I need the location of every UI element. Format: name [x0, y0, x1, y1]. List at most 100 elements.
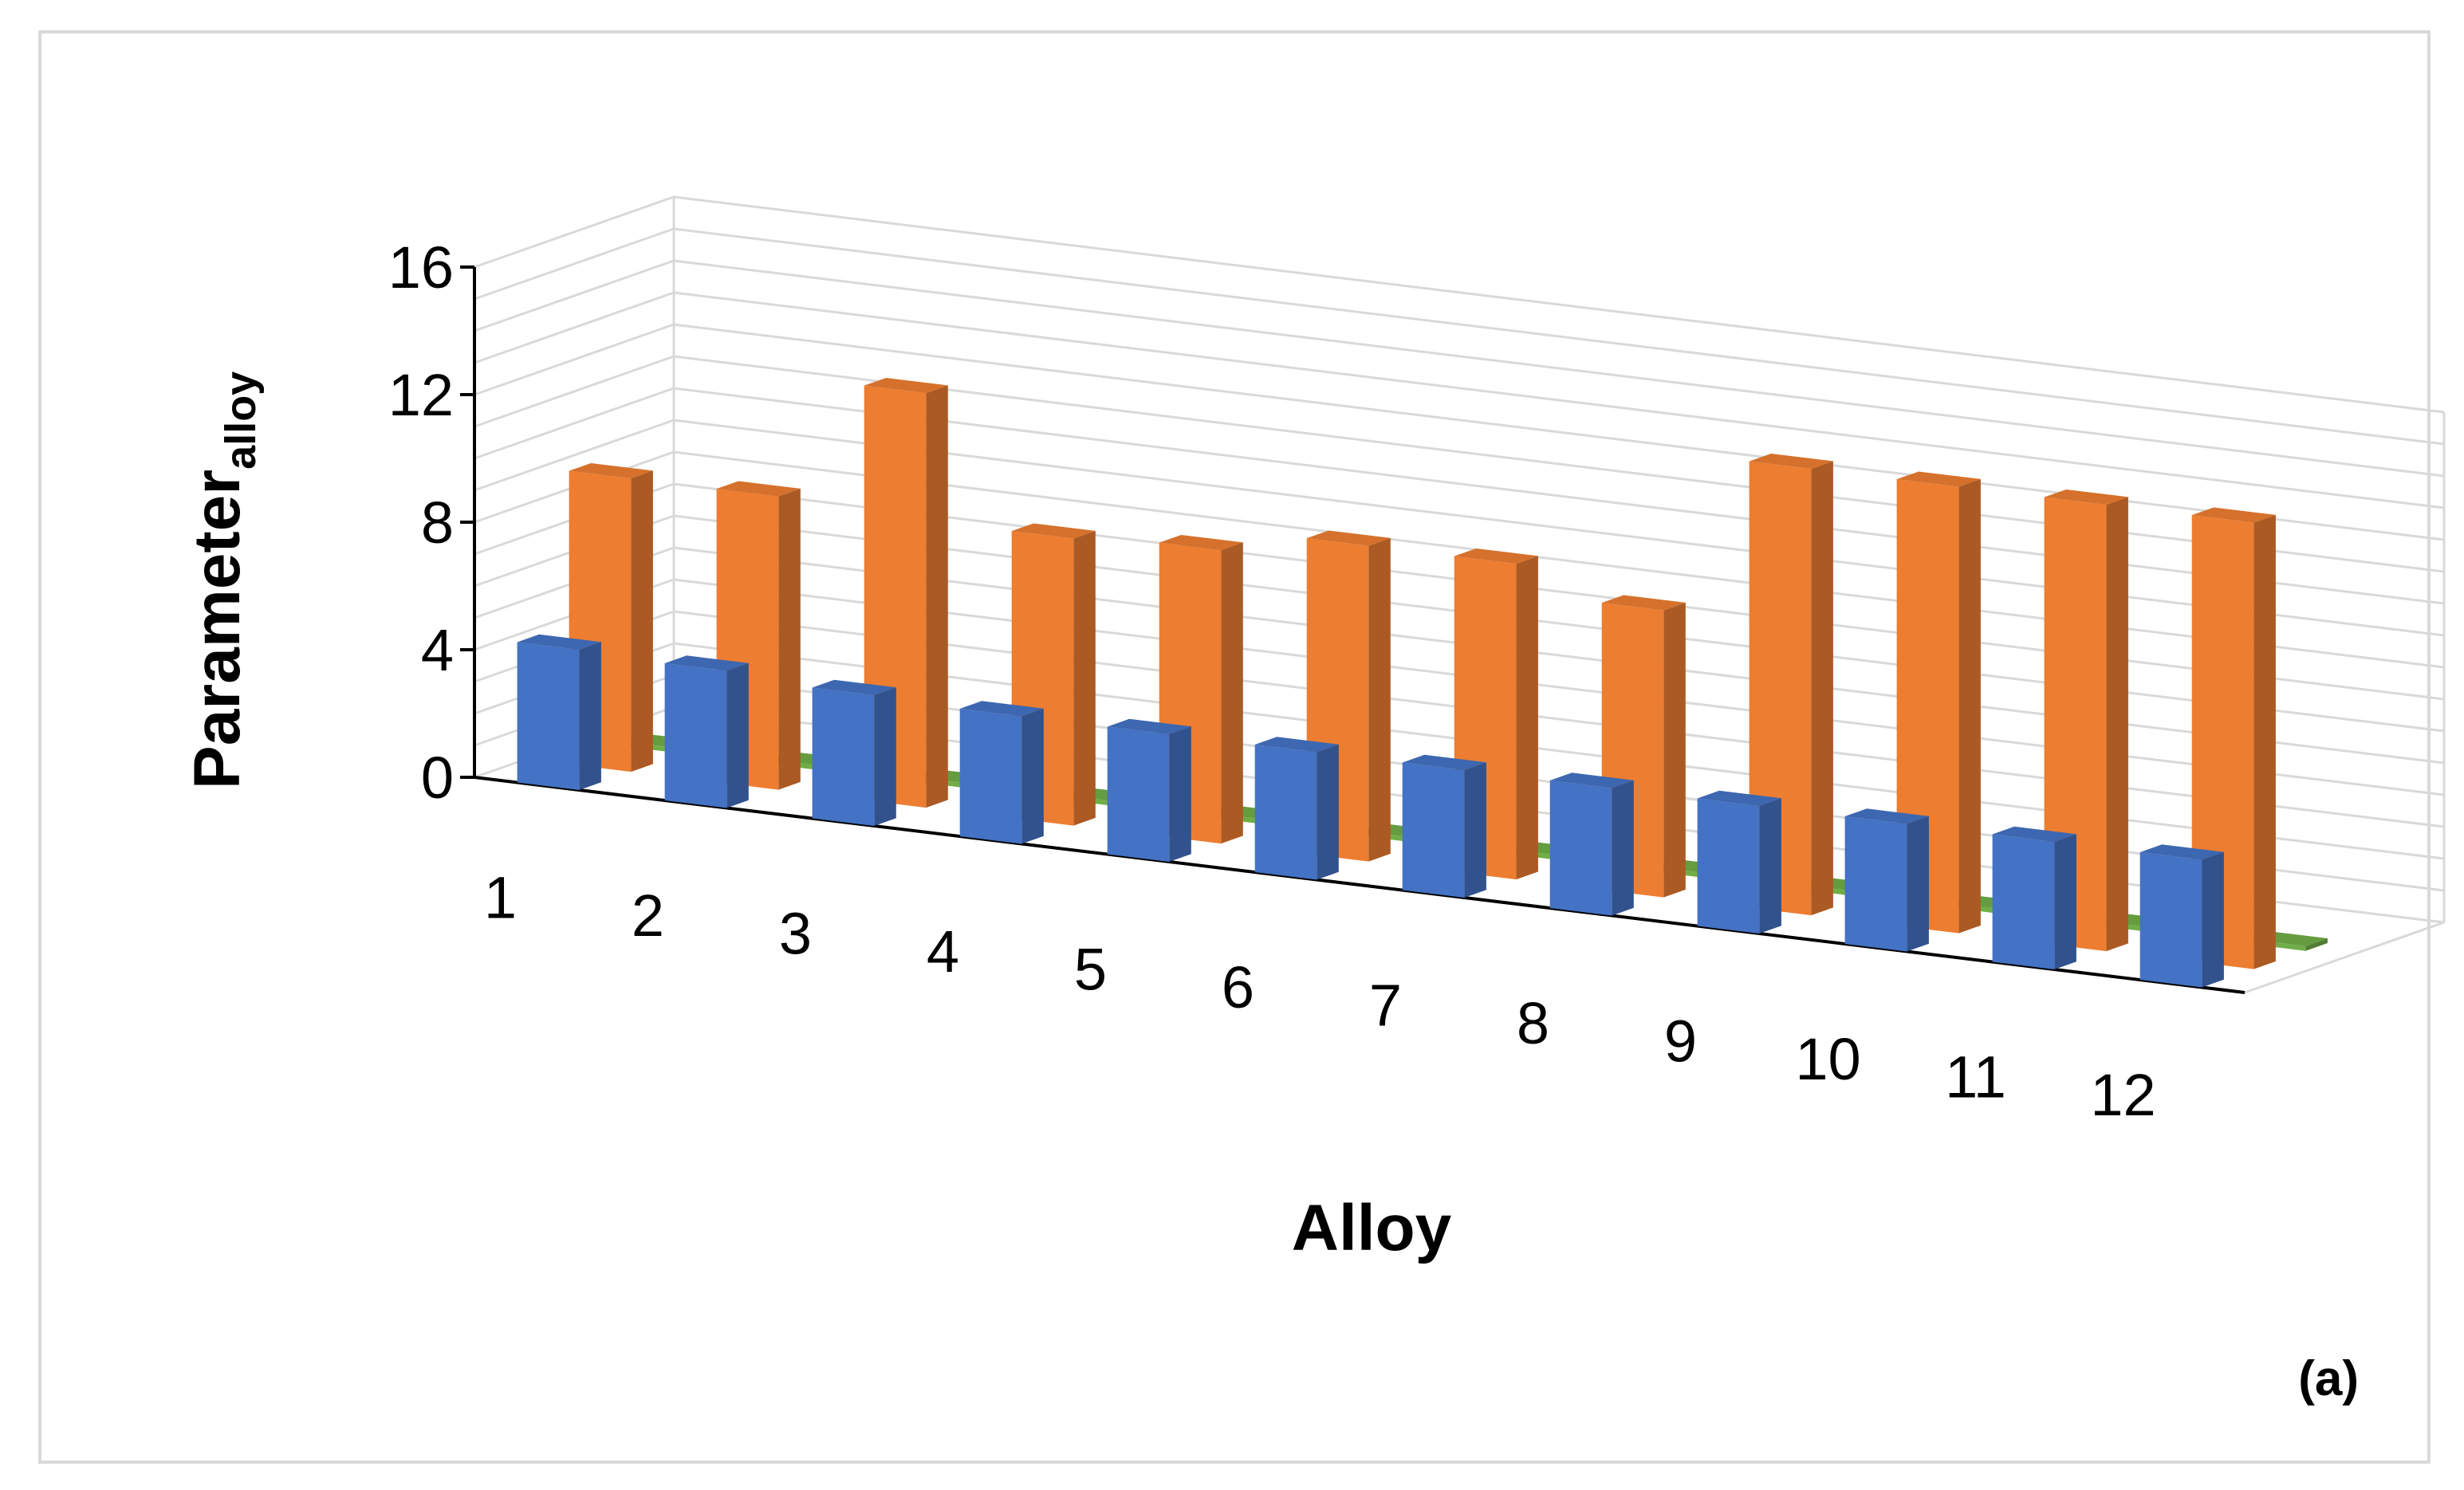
bar-s1-5 — [1107, 718, 1191, 862]
bar-side — [2054, 834, 2076, 969]
bar-side — [1464, 762, 1486, 898]
bar-side — [1368, 537, 1391, 862]
bar-side — [579, 642, 601, 790]
bar-side — [2202, 851, 2224, 988]
bar-side — [2305, 938, 2328, 951]
bar-front — [2139, 852, 2202, 988]
bar-front — [664, 663, 727, 808]
bar-top — [864, 378, 948, 394]
bar-s1-7 — [1402, 754, 1486, 898]
bar-s1-4 — [959, 701, 1044, 844]
bar-side — [2253, 514, 2276, 969]
axes — [460, 265, 2246, 994]
bar-side — [1612, 780, 1634, 916]
bar-side — [1169, 726, 1191, 862]
bar-front — [1697, 798, 1760, 934]
bar-side — [1759, 798, 1781, 934]
bar-side — [1811, 461, 1833, 916]
bar-front — [1402, 762, 1465, 898]
floor-edge — [2244, 921, 2445, 994]
x-tick-label: 11 — [1945, 1044, 2006, 1110]
bar-top — [664, 655, 749, 671]
bar-front — [1107, 726, 1170, 862]
bar-front — [1549, 780, 1612, 916]
bar-s1-2 — [664, 655, 749, 808]
bar-top — [1992, 826, 2076, 842]
bar-side — [1221, 542, 1243, 844]
bar-side — [1663, 602, 1686, 898]
bar-top — [1697, 790, 1781, 806]
x-tick-label: 6 — [1222, 954, 1254, 1020]
bar-top — [959, 701, 1044, 717]
x-tick-label: 10 — [1795, 1026, 1860, 1092]
x-axis-line — [474, 776, 2246, 994]
bar-top — [1549, 773, 1634, 788]
x-tick-label: 3 — [779, 900, 812, 966]
x-tick-label: 5 — [1074, 936, 1107, 1002]
bar-s1-11 — [1992, 826, 2076, 969]
y-axis-title-sub: alloy — [217, 372, 265, 470]
y-tick-label: 8 — [421, 489, 454, 556]
bar-side — [778, 488, 801, 790]
bar-s1-9 — [1697, 790, 1781, 934]
bar-top — [1402, 754, 1486, 770]
bar-top — [517, 634, 601, 650]
bar-side — [631, 470, 653, 773]
bar-top — [1844, 808, 1929, 824]
bar-front — [1844, 816, 1907, 952]
x-tick-label: 9 — [1664, 1008, 1697, 1074]
bar-side — [1317, 744, 1339, 880]
bar-top — [1159, 535, 1243, 551]
bar-s1-1 — [517, 634, 601, 790]
bar-top — [1011, 523, 1096, 539]
bar-top — [716, 481, 801, 497]
bar-side — [926, 385, 948, 808]
bar-s1-8 — [1549, 773, 1634, 916]
y-tick-label: 0 — [421, 745, 454, 811]
bar-side — [874, 687, 896, 826]
panel-label: (a) — [2298, 1351, 2359, 1406]
x-tick-label: 4 — [927, 918, 959, 985]
x-tick-label: 1 — [484, 864, 517, 930]
bar-top — [1454, 548, 1538, 564]
bar-top — [2139, 844, 2224, 860]
x-axis-title: Alloy — [1292, 1192, 1452, 1264]
bar-top — [1107, 718, 1191, 734]
bar-top — [1254, 737, 1339, 753]
bar-front — [1254, 745, 1317, 880]
bar-side — [726, 662, 749, 808]
bar-side — [1958, 478, 1981, 934]
bar-top — [1749, 454, 1833, 470]
bar-s1-12 — [2139, 844, 2224, 988]
bar-s1-3 — [812, 679, 896, 826]
bar-top — [1306, 530, 1391, 546]
x-tick-label: 2 — [632, 883, 664, 949]
x-tick-label: 12 — [2090, 1062, 2155, 1128]
y-tick-label: 4 — [421, 617, 454, 683]
bar-top — [1896, 471, 1981, 487]
bar-top — [1601, 595, 1686, 611]
x-tick-label: 8 — [1517, 990, 1549, 1056]
bars — [517, 378, 2328, 988]
bar-front — [1992, 834, 2055, 969]
bar-side — [2106, 497, 2128, 952]
bar-side — [1516, 556, 1538, 880]
bar-side — [1907, 816, 1929, 952]
y-tick-label: 16 — [388, 234, 454, 301]
x-tick-label: 7 — [1369, 972, 1402, 1038]
bar-front — [959, 709, 1022, 844]
y-tick-label: 12 — [388, 362, 454, 428]
y-axis-title: Parameteralloy — [181, 372, 265, 789]
bar-top — [812, 679, 896, 695]
y-axis-title-main: Parameter — [181, 470, 254, 789]
bar-top — [2191, 507, 2276, 523]
bar-s1-6 — [1254, 737, 1339, 880]
bar-top — [2044, 489, 2128, 505]
bar-front — [812, 687, 875, 826]
bar-side — [1073, 530, 1096, 826]
bar-s1-10 — [1844, 808, 1929, 952]
bar-top — [569, 463, 653, 479]
bar-side — [1021, 708, 1044, 844]
